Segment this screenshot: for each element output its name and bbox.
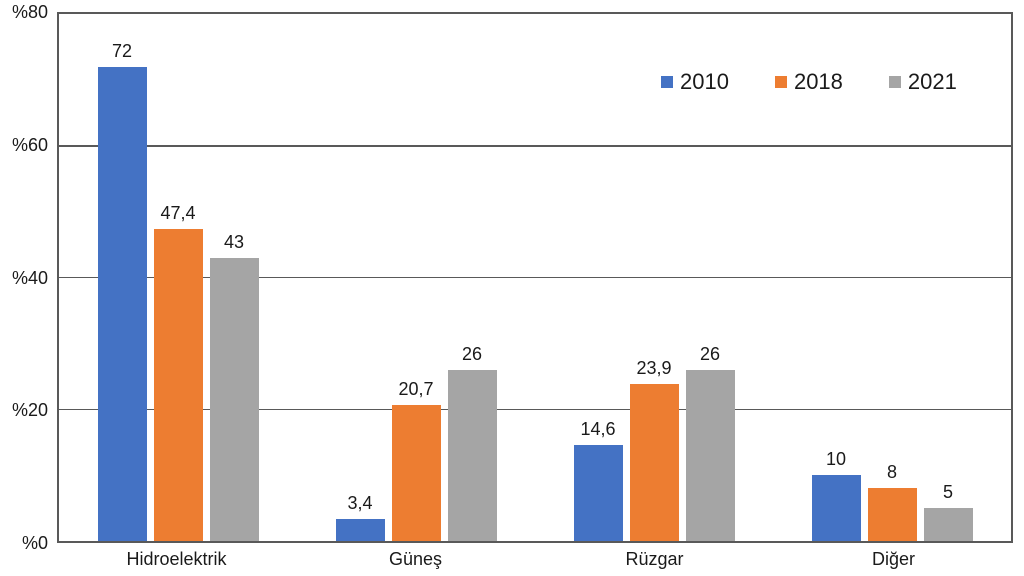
bar-2018-ruzgar: 23,9: [629, 359, 679, 541]
legend-label: 2018: [793, 69, 843, 94]
bar-2021-ruzgar: 26: [685, 345, 735, 541]
x-category-label-gunes: Güneş: [388, 549, 443, 569]
legend-swatch-icon: [774, 76, 787, 88]
bar-value-label: 8: [886, 462, 898, 483]
legend-entry-2010: 2010: [661, 71, 729, 93]
y-tick-label-60: %60: [11, 134, 48, 155]
y-tick-label-0: %0: [21, 533, 48, 553]
x-category-label-diger: Diğer: [871, 549, 915, 569]
bar-groups: 72 47,4 43 3,4 20,7 26 14,6 23,9 26 10 8 5: [59, 14, 1011, 541]
bar-group-gunes: 3,4 20,7 26: [297, 14, 535, 541]
bar-value-label: 26: [461, 343, 483, 364]
plot-area: 72 47,4 43 3,4 20,7 26 14,6 23,9 26 10 8 5 2010 2018…: [57, 12, 1013, 543]
bar-value-label: 72: [111, 40, 133, 61]
bar-value-label: 47,4: [160, 202, 196, 223]
bar-2018-hidroelektrik: 47,4: [153, 204, 203, 541]
legend-label: 2010: [680, 69, 729, 94]
legend-label: 2021: [907, 69, 957, 94]
bar-group-diger: 10 8 5: [773, 14, 1011, 541]
legend-swatch-icon: [888, 76, 901, 88]
legend: 2010 2018 2021: [661, 71, 957, 93]
legend-swatch-icon: [661, 76, 673, 88]
legend-entry-2021: 2021: [888, 69, 957, 94]
bar-value-label: 10: [825, 449, 847, 470]
x-axis: Hidroelektrik Güneş Rüzgar Diğer: [57, 549, 1013, 571]
bar-2018-gunes: 20,7: [391, 380, 441, 541]
y-tick-label-40: %40: [11, 267, 48, 288]
bar-2021-hidroelektrik: 43: [209, 233, 259, 541]
bar-value-label: 3,4: [347, 492, 373, 513]
gridline-20: [59, 408, 1011, 410]
gridline-60: [59, 145, 1011, 147]
bar-2021-gunes: 26: [447, 345, 497, 541]
y-tick-label-20: %20: [11, 400, 48, 421]
bar-2010-hidroelektrik: 72: [97, 42, 147, 541]
bar-value-label: 43: [223, 231, 245, 252]
bar-2010-gunes: 3,4: [335, 494, 385, 541]
bar-value-label: 26: [699, 343, 721, 364]
bar-2018-diger: 8: [867, 463, 917, 541]
bar-group-hidroelektrik: 72 47,4 43: [59, 14, 297, 541]
bar-value-label: 20,7: [398, 378, 434, 399]
bar-value-label: 5: [942, 482, 954, 503]
legend-entry-2018: 2018: [774, 69, 843, 94]
bar-2010-ruzgar: 14,6: [573, 420, 623, 541]
gridlines: [59, 14, 1011, 541]
bar-2021-diger: 5: [923, 483, 973, 541]
y-axis: %80 %60 %40 %20 %0: [0, 3, 48, 552]
bar-group-ruzgar: 14,6 23,9 26: [535, 14, 773, 541]
bar-value-label: 23,9: [636, 357, 672, 378]
x-category-label-hidroelektrik: Hidroelektrik: [126, 549, 227, 569]
bar-value-label: 14,6: [580, 418, 616, 439]
x-category-label-ruzgar: Rüzgar: [625, 549, 684, 569]
y-tick-label-80: %80: [11, 2, 48, 22]
gridline-40: [59, 276, 1011, 279]
bar-2010-diger: 10: [811, 450, 861, 541]
